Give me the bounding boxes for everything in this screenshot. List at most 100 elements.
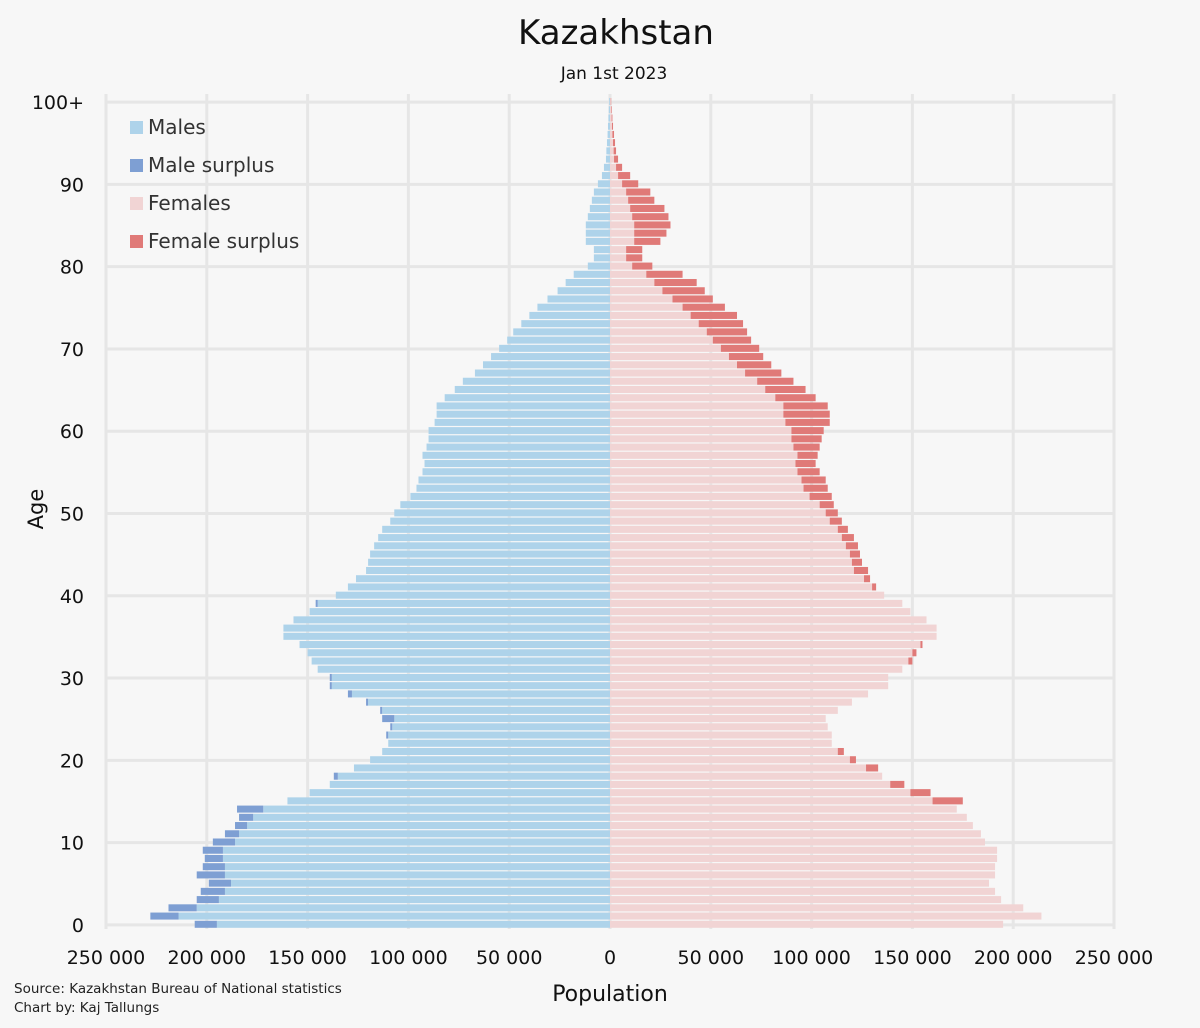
bar-female-surplus xyxy=(654,279,697,287)
bar-males xyxy=(424,460,610,468)
bar-female-surplus xyxy=(745,369,782,377)
bar-female-surplus xyxy=(690,311,738,319)
bar-males xyxy=(370,756,610,764)
bar-males xyxy=(382,706,610,714)
bar-males xyxy=(263,805,610,813)
bar-females xyxy=(610,682,889,690)
bar-males xyxy=(565,279,610,287)
bar-females xyxy=(610,838,985,846)
bar-females xyxy=(610,229,635,237)
x-tick-label: 250 000 xyxy=(1075,947,1154,969)
bar-males xyxy=(606,147,610,155)
bar-females xyxy=(610,904,1024,912)
bar-females xyxy=(610,213,633,221)
bar-female-surplus xyxy=(626,188,651,196)
bar-males xyxy=(585,229,610,237)
legend: Males Male surplus Females Female surplus xyxy=(130,115,299,253)
bar-females xyxy=(610,591,885,599)
bar-females xyxy=(610,476,802,484)
bar-females xyxy=(610,427,792,435)
bar-female-surplus xyxy=(853,566,869,575)
bar-females xyxy=(610,747,838,756)
bar-females xyxy=(610,443,794,451)
bar-females xyxy=(610,344,721,352)
bar-males xyxy=(283,624,610,632)
bar-males xyxy=(388,731,610,739)
bar-female-surplus xyxy=(630,204,665,212)
bar-female-surplus xyxy=(728,353,764,361)
bar-male-surplus xyxy=(239,813,254,821)
bar-males xyxy=(218,896,610,904)
bar-males xyxy=(388,739,610,747)
legend-label: Female surplus xyxy=(148,229,299,253)
bar-males xyxy=(607,130,610,138)
bar-females xyxy=(610,715,826,723)
bar-females xyxy=(610,361,738,369)
legend-swatch xyxy=(130,197,143,210)
bar-females xyxy=(610,698,852,706)
bar-female-surplus xyxy=(819,501,834,509)
bar-males xyxy=(309,789,610,797)
bar-female-surplus xyxy=(845,542,858,550)
bar-males xyxy=(474,369,610,377)
bar-males xyxy=(224,863,610,871)
bar-female-surplus xyxy=(613,147,617,155)
bar-females xyxy=(610,122,613,130)
bar-female-surplus xyxy=(712,336,752,344)
bar-males xyxy=(331,673,610,681)
bar-males xyxy=(196,904,610,912)
bar-females xyxy=(610,353,729,361)
bar-females xyxy=(610,237,635,245)
bar-males xyxy=(347,583,610,591)
bar-females xyxy=(610,163,617,171)
bar-female-surplus xyxy=(626,254,643,262)
bar-female-surplus xyxy=(646,270,683,278)
y-tick-label: 40 xyxy=(60,586,84,608)
bar-females xyxy=(610,270,647,278)
bar-females xyxy=(610,204,631,212)
bar-females xyxy=(610,575,865,583)
bar-female-surplus xyxy=(720,344,760,352)
bar-females xyxy=(610,525,838,533)
bar-female-surplus xyxy=(626,246,643,254)
bar-female-surplus xyxy=(791,435,822,443)
bar-male-surplus xyxy=(200,887,225,895)
bar-males xyxy=(390,517,610,525)
bar-males xyxy=(499,344,610,352)
bar-females xyxy=(610,385,766,393)
bar-males xyxy=(235,838,611,846)
bar-males xyxy=(317,665,610,673)
bar-females xyxy=(610,887,996,895)
legend-label: Females xyxy=(148,191,231,215)
bar-females xyxy=(610,418,786,426)
bar-females xyxy=(610,871,996,879)
bar-males xyxy=(589,204,610,212)
y-tick-label: 100+ xyxy=(32,92,84,114)
bar-males xyxy=(529,311,610,319)
y-tick-label: 90 xyxy=(60,174,84,196)
bar-females xyxy=(610,517,830,525)
bar-female-surplus xyxy=(632,262,653,270)
x-axis-label: Population xyxy=(552,982,668,1007)
bar-male-surplus xyxy=(208,879,231,887)
y-tick-label: 10 xyxy=(60,833,84,855)
bar-males xyxy=(400,501,610,509)
bar-males xyxy=(606,139,610,147)
y-tick-label: 50 xyxy=(60,504,84,526)
bar-female-surplus xyxy=(634,237,661,245)
bar-female-surplus xyxy=(613,139,616,147)
legend-swatch xyxy=(130,235,143,248)
bar-male-surplus xyxy=(196,871,225,879)
bar-female-surplus xyxy=(662,287,705,295)
bar-females xyxy=(610,410,784,418)
bar-female-surplus xyxy=(612,122,614,130)
x-tick-label: 100 000 xyxy=(369,947,448,969)
bar-males xyxy=(287,797,610,805)
bar-females xyxy=(610,369,746,377)
bar-females xyxy=(610,912,1042,920)
bar-females xyxy=(610,468,798,476)
bar-females xyxy=(610,665,903,673)
bar-female-surplus xyxy=(632,213,669,221)
bar-females xyxy=(610,394,776,402)
